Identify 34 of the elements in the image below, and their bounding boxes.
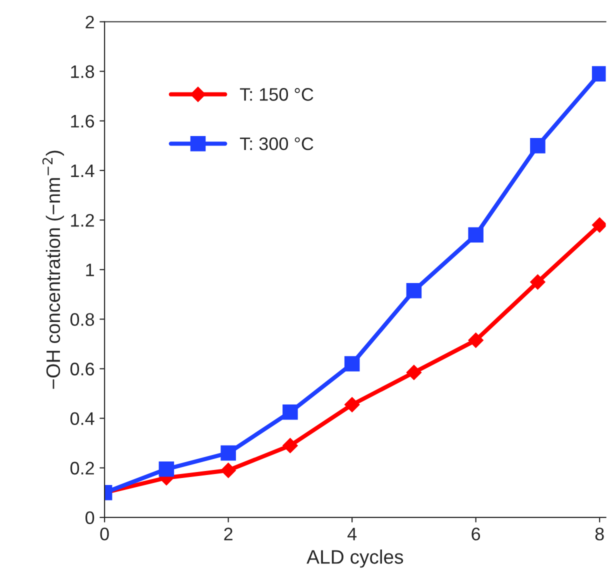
point [282,438,298,454]
point [530,138,546,154]
point [220,462,236,478]
point [344,396,360,413]
x-tick-label: 2 [224,528,232,540]
point [468,332,484,348]
y-tick-label: 1.2 [71,214,94,227]
y-axis-title: −OH concentration (−nm$^{−2}$) [42,150,64,389]
point [530,274,546,290]
y-tick-label: 0.6 [70,362,94,376]
x-tick-label: 6 [472,528,480,540]
point [468,227,484,243]
point [220,445,236,461]
point [344,356,360,372]
legend-label: T: 300 °C [240,137,314,150]
x-tick-label: 8 [595,528,604,540]
y-tick-label: 1.6 [71,114,94,128]
point [406,283,422,298]
x-tick-label: 0 [100,528,109,540]
x-axis-title: ALD cycles [306,550,404,568]
y-tick-label: 0.8 [70,313,94,326]
x-tick-label: 4 [347,528,357,540]
y-tick-label: 0.4 [70,412,94,426]
y-tick-label: 1.8 [71,65,94,78]
point [406,364,422,380]
point [592,66,606,82]
y-tick-label: 2 [86,16,94,28]
y-tick-label: 0.2 [70,462,94,475]
y-tick-label: 0 [85,511,94,524]
point [158,461,174,477]
point [282,404,298,420]
y-tick-label: 1.4 [71,164,94,178]
y-tick-label: 1 [86,264,94,276]
legend-label: T: 150 °C [240,88,314,101]
